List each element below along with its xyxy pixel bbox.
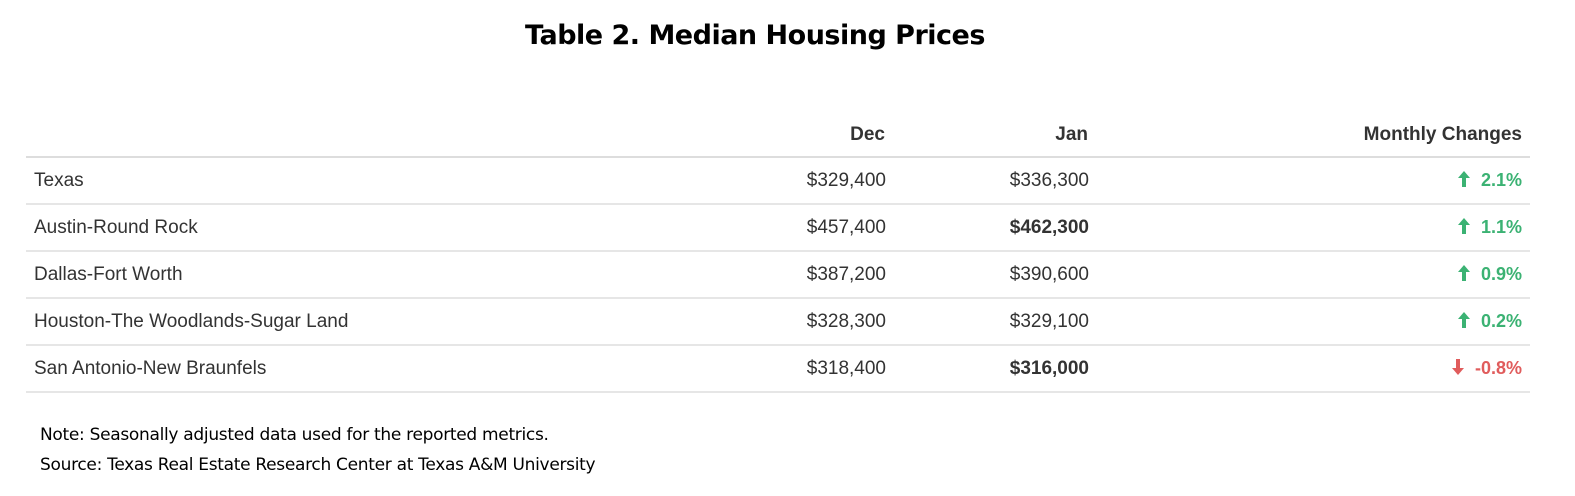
cell-monthly-change: 2.1% bbox=[1089, 157, 1530, 205]
table-row: Texas $329,400 $336,300 2.1% bbox=[26, 157, 1530, 205]
cell-dec-price: $457,400 bbox=[726, 204, 886, 252]
housing-prices-table-container: Dec Jan Monthly Changes Texas $329,400 $33… bbox=[26, 97, 1530, 393]
table-row: Dallas-Fort Worth $387,200 $390,600 0.9% bbox=[26, 251, 1530, 299]
change-value: 2.1% bbox=[1480, 170, 1522, 190]
cell-dec-price: $318,400 bbox=[726, 345, 886, 393]
arrow-up-icon bbox=[1457, 218, 1470, 234]
cell-region: Austin-Round Rock bbox=[26, 204, 726, 252]
cell-monthly-change: 0.2% bbox=[1089, 298, 1530, 346]
arrow-up-icon bbox=[1457, 312, 1470, 328]
cell-monthly-change: -0.8% bbox=[1089, 345, 1530, 393]
table-body: Texas $329,400 $336,300 2.1% Austin-Round Ro… bbox=[26, 157, 1530, 393]
cell-jan-price: $336,300 bbox=[886, 157, 1089, 205]
cell-monthly-change: 0.9% bbox=[1089, 251, 1530, 299]
cell-dec-price: $329,400 bbox=[726, 157, 886, 205]
cell-jan-price: $316,000 bbox=[886, 345, 1089, 393]
table-row: Austin-Round Rock $457,400 $462,300 1.1% bbox=[26, 204, 1530, 252]
column-header-jan: Jan bbox=[886, 97, 1089, 158]
cell-jan-price: $390,600 bbox=[886, 251, 1089, 299]
cell-region: San Antonio-New Braunfels bbox=[26, 345, 726, 393]
column-header-monthly-changes: Monthly Changes bbox=[1089, 97, 1530, 158]
housing-prices-table: Dec Jan Monthly Changes Texas $329,400 $33… bbox=[26, 97, 1530, 393]
change-value: 1.1% bbox=[1480, 217, 1522, 237]
arrow-up-icon bbox=[1457, 265, 1470, 281]
change-value: 0.9% bbox=[1480, 264, 1522, 284]
cell-monthly-change: 1.1% bbox=[1089, 204, 1530, 252]
column-header-region bbox=[26, 97, 726, 158]
cell-jan-price: $462,300 bbox=[886, 204, 1089, 252]
footnotes: Note: Seasonally adjusted data used for … bbox=[40, 420, 596, 480]
cell-region: Dallas-Fort Worth bbox=[26, 251, 726, 299]
cell-region: Houston-The Woodlands-Sugar Land bbox=[26, 298, 726, 346]
change-value: 0.2% bbox=[1480, 311, 1522, 331]
column-header-dec: Dec bbox=[726, 97, 886, 158]
cell-dec-price: $328,300 bbox=[726, 298, 886, 346]
change-value: -0.8% bbox=[1474, 358, 1522, 378]
cell-region: Texas bbox=[26, 157, 726, 205]
cell-jan-price: $329,100 bbox=[886, 298, 1089, 346]
table-row: Houston-The Woodlands-Sugar Land $328,300… bbox=[26, 298, 1530, 346]
cell-dec-price: $387,200 bbox=[726, 251, 886, 299]
table-row: San Antonio-New Braunfels $318,400 $316,00… bbox=[26, 345, 1530, 393]
arrow-down-icon bbox=[1451, 359, 1464, 375]
arrow-up-icon bbox=[1457, 171, 1470, 187]
note-text: Note: Seasonally adjusted data used for … bbox=[40, 425, 549, 445]
source-text: Source: Texas Real Estate Research Cente… bbox=[40, 455, 596, 475]
table-title: Table 2. Median Housing Prices bbox=[525, 20, 985, 51]
table-header-row: Dec Jan Monthly Changes bbox=[26, 97, 1530, 158]
